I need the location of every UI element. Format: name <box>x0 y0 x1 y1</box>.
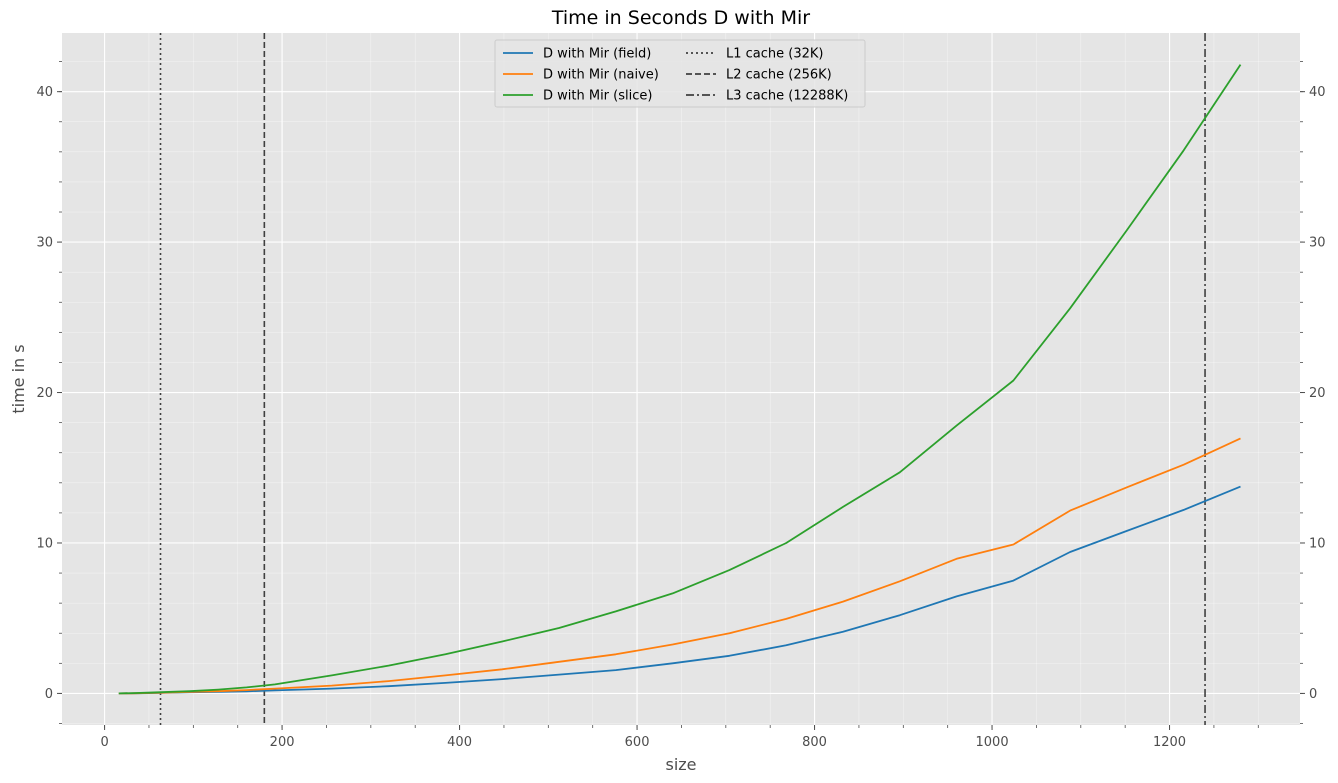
y-tick-label-left: 0 <box>45 687 53 702</box>
x-axis-title: size <box>665 755 696 774</box>
series-line <box>118 64 1242 695</box>
legend-label: L2 cache (256K) <box>726 68 832 83</box>
y-tick-label-right: 10 <box>1309 536 1326 551</box>
y-axis-title: time in s <box>9 344 28 413</box>
legend-box <box>494 39 866 108</box>
x-tick-label: 400 <box>447 735 472 750</box>
ticks: 0 200 400 600 800 1000 1200 0 0 10 10 20 20 30 30 40 40 <box>36 61 1326 750</box>
x-tick-label: 1000 <box>976 735 1009 750</box>
x-tick-label: 0 <box>100 735 108 750</box>
legend-label: D with Mir (naive) <box>543 68 659 83</box>
chart-title: Time in Seconds D with Mir <box>551 7 810 29</box>
x-tick-label: 800 <box>802 735 827 750</box>
reference-lines <box>159 33 1206 725</box>
y-tick-label-left: 20 <box>36 386 53 401</box>
x-tick-label: 600 <box>625 735 650 750</box>
legend-label: D with Mir (field) <box>543 47 651 62</box>
y-tick-label-right: 40 <box>1309 85 1326 100</box>
y-tick-label-left: 40 <box>36 85 53 100</box>
y-tick-label-right: 30 <box>1309 236 1326 251</box>
plot-area <box>62 33 1300 725</box>
x-tick-label: 1200 <box>1153 735 1186 750</box>
series-lines <box>118 64 1242 695</box>
x-tick-label: 200 <box>270 735 295 750</box>
legend-label: L1 cache (32K) <box>726 47 824 62</box>
y-tick-label-left: 10 <box>36 536 53 551</box>
y-tick-label-right: 20 <box>1309 386 1326 401</box>
legend: D with Mir (field) D with Mir (naive) D wi… <box>494 39 866 108</box>
y-tick-label-left: 30 <box>36 236 53 251</box>
y-tick-label-right: 0 <box>1309 687 1317 702</box>
legend-label: D with Mir (slice) <box>543 89 652 104</box>
grid <box>62 33 1300 725</box>
legend-label: L3 cache (12288K) <box>726 89 848 104</box>
